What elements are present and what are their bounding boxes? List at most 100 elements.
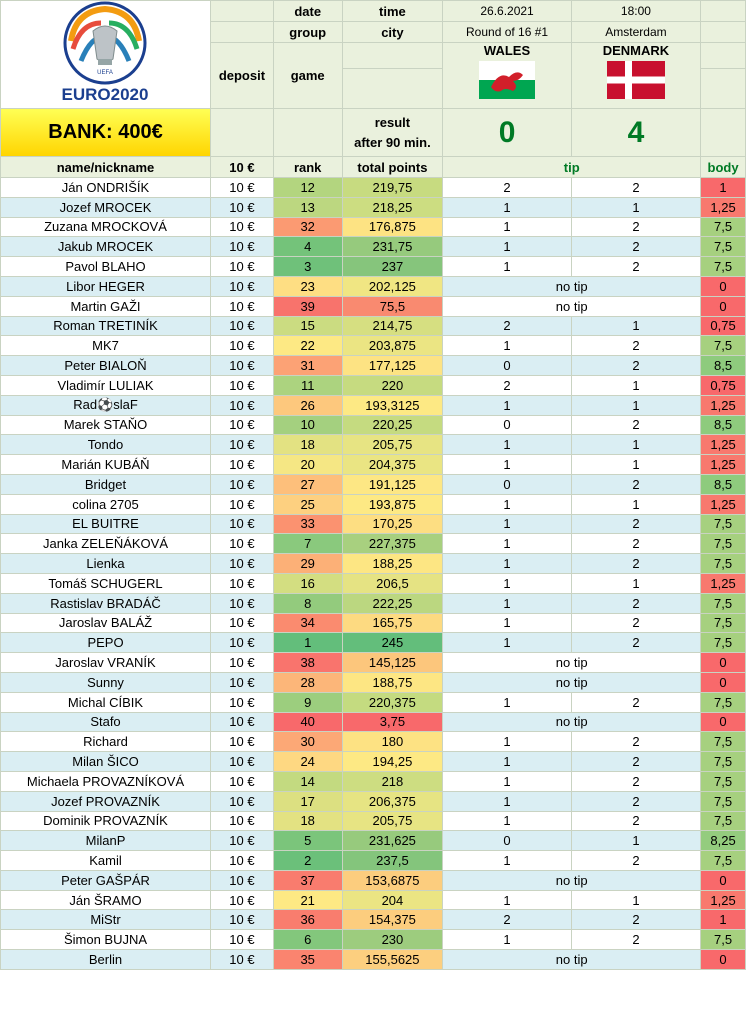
total-points-value: 204 <box>341 889 444 911</box>
player-name: Šimon BUJNA <box>0 929 211 951</box>
tip-home: 1 <box>442 533 572 555</box>
tip-away: 2 <box>570 929 702 951</box>
player-name: MilanP <box>0 830 211 852</box>
no-tip-label: no tip <box>442 671 702 693</box>
deposit-value: 10 € <box>210 355 274 376</box>
rank-value: 36 <box>272 909 343 931</box>
tip-home: 1 <box>442 394 572 416</box>
deposit-value: 10 € <box>210 810 274 832</box>
tip-away: 2 <box>570 533 702 555</box>
deposit-value: 10 € <box>210 315 274 337</box>
rank-value: 24 <box>272 751 343 772</box>
table-row: Martin GAŽI 10 €39 75,5 no tip 0 <box>0 295 746 317</box>
tip-away: 1 <box>570 454 702 475</box>
body-points: 7,5 <box>700 592 746 614</box>
player-name: Marek STAŇO <box>0 414 211 436</box>
total-points-value: 218 <box>341 770 444 792</box>
table-row: Rastislav BRADÁČ 10 €8 222,25 1 2 7,5 <box>0 592 746 614</box>
tip-away: 1 <box>570 830 702 852</box>
body-points: 8,5 <box>700 355 746 376</box>
deposit-value: 10 € <box>210 711 274 733</box>
body-points: 0 <box>700 275 746 297</box>
tip-home: 1 <box>442 770 572 792</box>
body-points: 1,25 <box>700 889 746 911</box>
rank-value: 5 <box>272 830 343 852</box>
tip-away: 2 <box>570 256 702 277</box>
total-points-value: 165,75 <box>341 612 444 634</box>
rank-value: 20 <box>272 454 343 475</box>
tip-home: 1 <box>442 790 572 812</box>
player-name: MiStr <box>0 909 211 931</box>
table-row: Jaroslav BALÁŽ 10 €34 165,75 1 2 7,5 <box>0 612 746 634</box>
table-row: PEPO 10 €1 245 1 2 7,5 <box>0 632 746 654</box>
home-team: WALES <box>442 42 572 109</box>
total-points-value: 231,625 <box>341 830 444 852</box>
rank-value: 18 <box>272 434 343 456</box>
total-points-value: 204,375 <box>341 454 444 475</box>
total-points-value: 214,75 <box>341 315 444 337</box>
deposit-value: 10 € <box>210 830 274 852</box>
away-score: 4 <box>570 108 702 157</box>
tip-away: 2 <box>570 513 702 535</box>
body-points: 7,5 <box>700 533 746 555</box>
tip-away: 2 <box>570 632 702 654</box>
empty-cell <box>272 108 343 157</box>
player-name: Ján ONDRIŠÍK <box>0 177 211 198</box>
player-name: Michal CÍBIK <box>0 691 211 713</box>
table-row: Peter BIALOŇ 10 €31 177,125 0 2 8,5 <box>0 355 746 376</box>
body-points: 7,5 <box>700 770 746 792</box>
deposit-value: 10 € <box>210 612 274 634</box>
body-points: 1,25 <box>700 572 746 594</box>
player-name: Lienka <box>0 553 211 574</box>
body-points: 1 <box>700 909 746 931</box>
table-row: Dominik PROVAZNÍK 10 €18 205,75 1 2 7,5 <box>0 810 746 832</box>
tip-away: 2 <box>570 850 702 871</box>
player-name: Roman TRETINÍK <box>0 315 211 337</box>
tip-away: 2 <box>570 810 702 832</box>
total-points-value: 145,125 <box>341 652 444 673</box>
total-points-value: 177,125 <box>341 355 444 376</box>
tip-home: 1 <box>442 592 572 614</box>
deposit-value: 10 € <box>210 394 274 416</box>
col-total-header: total points <box>341 156 444 178</box>
player-name: Rastislav BRADÁČ <box>0 592 211 614</box>
tip-home: 1 <box>442 493 572 515</box>
player-name: EL BUITRE <box>0 513 211 535</box>
rank-value: 33 <box>272 513 343 535</box>
rank-value: 11 <box>272 374 343 396</box>
label-date: date <box>272 0 343 22</box>
rank-value: 37 <box>272 869 343 891</box>
player-name: Kamil <box>0 850 211 871</box>
table-row: Michal CÍBIK 10 €9 220,375 1 2 7,5 <box>0 691 746 713</box>
table-row: Pavol BLAHO 10 €3 237 1 2 7,5 <box>0 256 746 277</box>
table-row: Michaela PROVAZNÍKOVÁ 10 €14 218 1 2 7,5 <box>0 770 746 792</box>
away-team-name: DENMARK <box>602 43 670 59</box>
table-row: EL BUITRE 10 €33 170,25 1 2 7,5 <box>0 513 746 535</box>
player-name: Milan ŠICO <box>0 751 211 772</box>
table-row: MK7 10 €22 203,875 1 2 7,5 <box>0 335 746 357</box>
body-points: 7,5 <box>700 751 746 772</box>
match-round: Round of 16 #1 <box>442 21 572 43</box>
rank-value: 31 <box>272 355 343 376</box>
body-points: 0 <box>700 652 746 673</box>
tip-away: 2 <box>570 335 702 357</box>
player-name: MK7 <box>0 335 211 357</box>
tip-home: 1 <box>442 553 572 574</box>
tip-home: 1 <box>442 810 572 832</box>
deposit-value: 10 € <box>210 275 274 297</box>
col-body-header: body <box>700 156 746 178</box>
rank-value: 35 <box>272 949 343 970</box>
total-points-value: 3,75 <box>341 711 444 733</box>
table-row: Richard 10 €30 180 1 2 7,5 <box>0 731 746 753</box>
tip-away: 2 <box>570 790 702 812</box>
rank-value: 2 <box>272 850 343 871</box>
deposit-value: 10 € <box>210 414 274 436</box>
player-name: Jozef MROCEK <box>0 196 211 218</box>
body-points: 8,25 <box>700 830 746 852</box>
total-points-value: 206,5 <box>341 572 444 594</box>
player-name: Peter BIALOŇ <box>0 355 211 376</box>
total-points-value: 220 <box>341 374 444 396</box>
rank-value: 22 <box>272 335 343 357</box>
table-row: Jozef PROVAZNÍK 10 €17 206,375 1 2 7,5 <box>0 790 746 812</box>
deposit-value: 10 € <box>210 374 274 396</box>
